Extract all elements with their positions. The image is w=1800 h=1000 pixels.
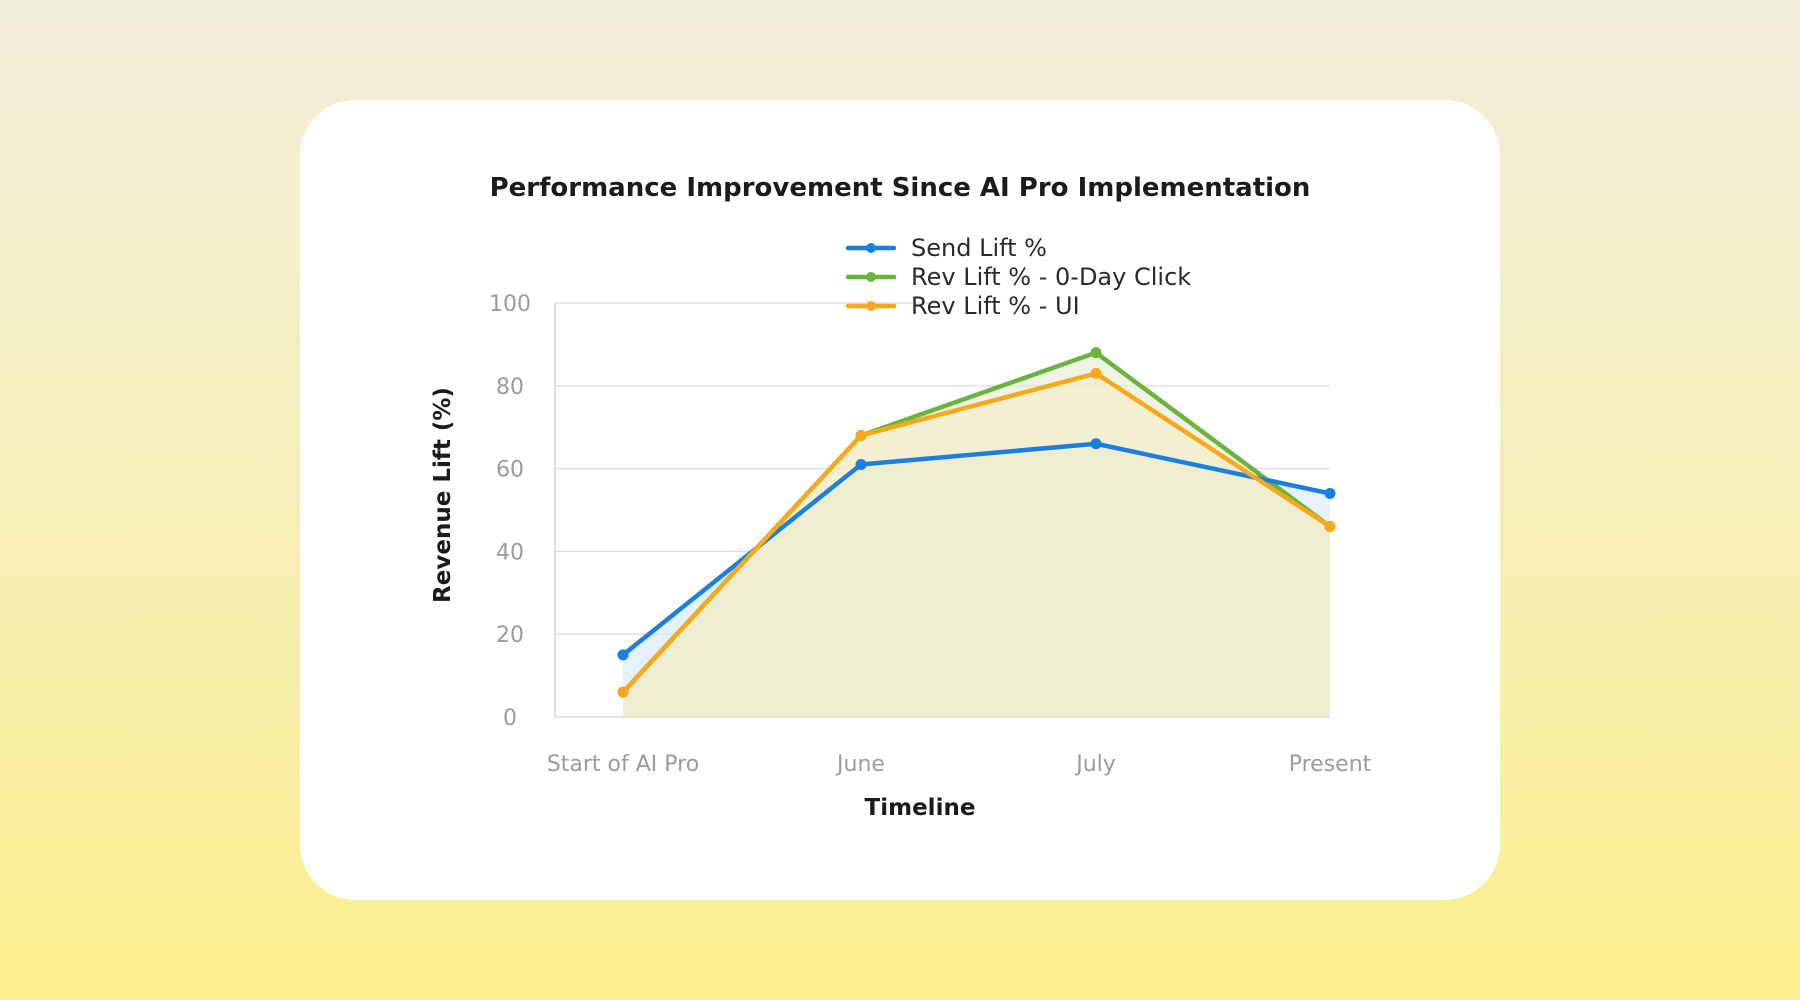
x-tick-label: July bbox=[1074, 752, 1116, 777]
series-point bbox=[855, 429, 867, 441]
legend-label: Rev Lift % - 0-Day Click bbox=[911, 263, 1191, 291]
x-axis-ticks: Start of AI Pro June July Present bbox=[547, 752, 1372, 777]
area-fills bbox=[623, 352, 1330, 717]
chart: Performance Improvement Since AI Pro Imp… bbox=[430, 173, 1372, 821]
legend-label: Send Lift % bbox=[911, 234, 1047, 262]
y-tick-label: 80 bbox=[496, 375, 524, 400]
series-point bbox=[1090, 347, 1102, 359]
legend-marker bbox=[866, 272, 876, 282]
legend-label: Rev Lift % - UI bbox=[911, 292, 1080, 320]
series-lines bbox=[620, 350, 1333, 695]
series-point bbox=[1324, 521, 1336, 533]
y-tick-label: 0 bbox=[503, 706, 517, 731]
y-tick-label: 20 bbox=[496, 623, 524, 648]
y-tick-label: 100 bbox=[489, 292, 531, 317]
series-line bbox=[620, 441, 1333, 658]
y-axis-ticks: 0 20 40 60 80 100 bbox=[489, 292, 531, 731]
series-point bbox=[1090, 367, 1102, 379]
y-tick-label: 40 bbox=[496, 540, 524, 565]
legend-marker bbox=[866, 243, 876, 253]
y-tick-label: 60 bbox=[496, 458, 524, 483]
series-point bbox=[1324, 487, 1336, 499]
series-point bbox=[855, 458, 867, 470]
series-point bbox=[1090, 438, 1102, 450]
series-line bbox=[620, 371, 1333, 695]
y-axis-title: Revenue Lift (%) bbox=[430, 387, 456, 603]
x-tick-label: Start of AI Pro bbox=[547, 752, 699, 777]
x-tick-label: Present bbox=[1289, 752, 1372, 777]
chart-card: Performance Improvement Since AI Pro Imp… bbox=[300, 100, 1500, 900]
series-points bbox=[617, 347, 1336, 698]
series-point bbox=[617, 686, 629, 698]
series-point bbox=[617, 649, 629, 661]
x-axis-title: Timeline bbox=[865, 795, 976, 821]
series-area bbox=[623, 373, 1330, 717]
legend-marker bbox=[866, 301, 876, 311]
x-tick-label: June bbox=[835, 752, 885, 777]
chart-title: Performance Improvement Since AI Pro Imp… bbox=[490, 173, 1311, 203]
